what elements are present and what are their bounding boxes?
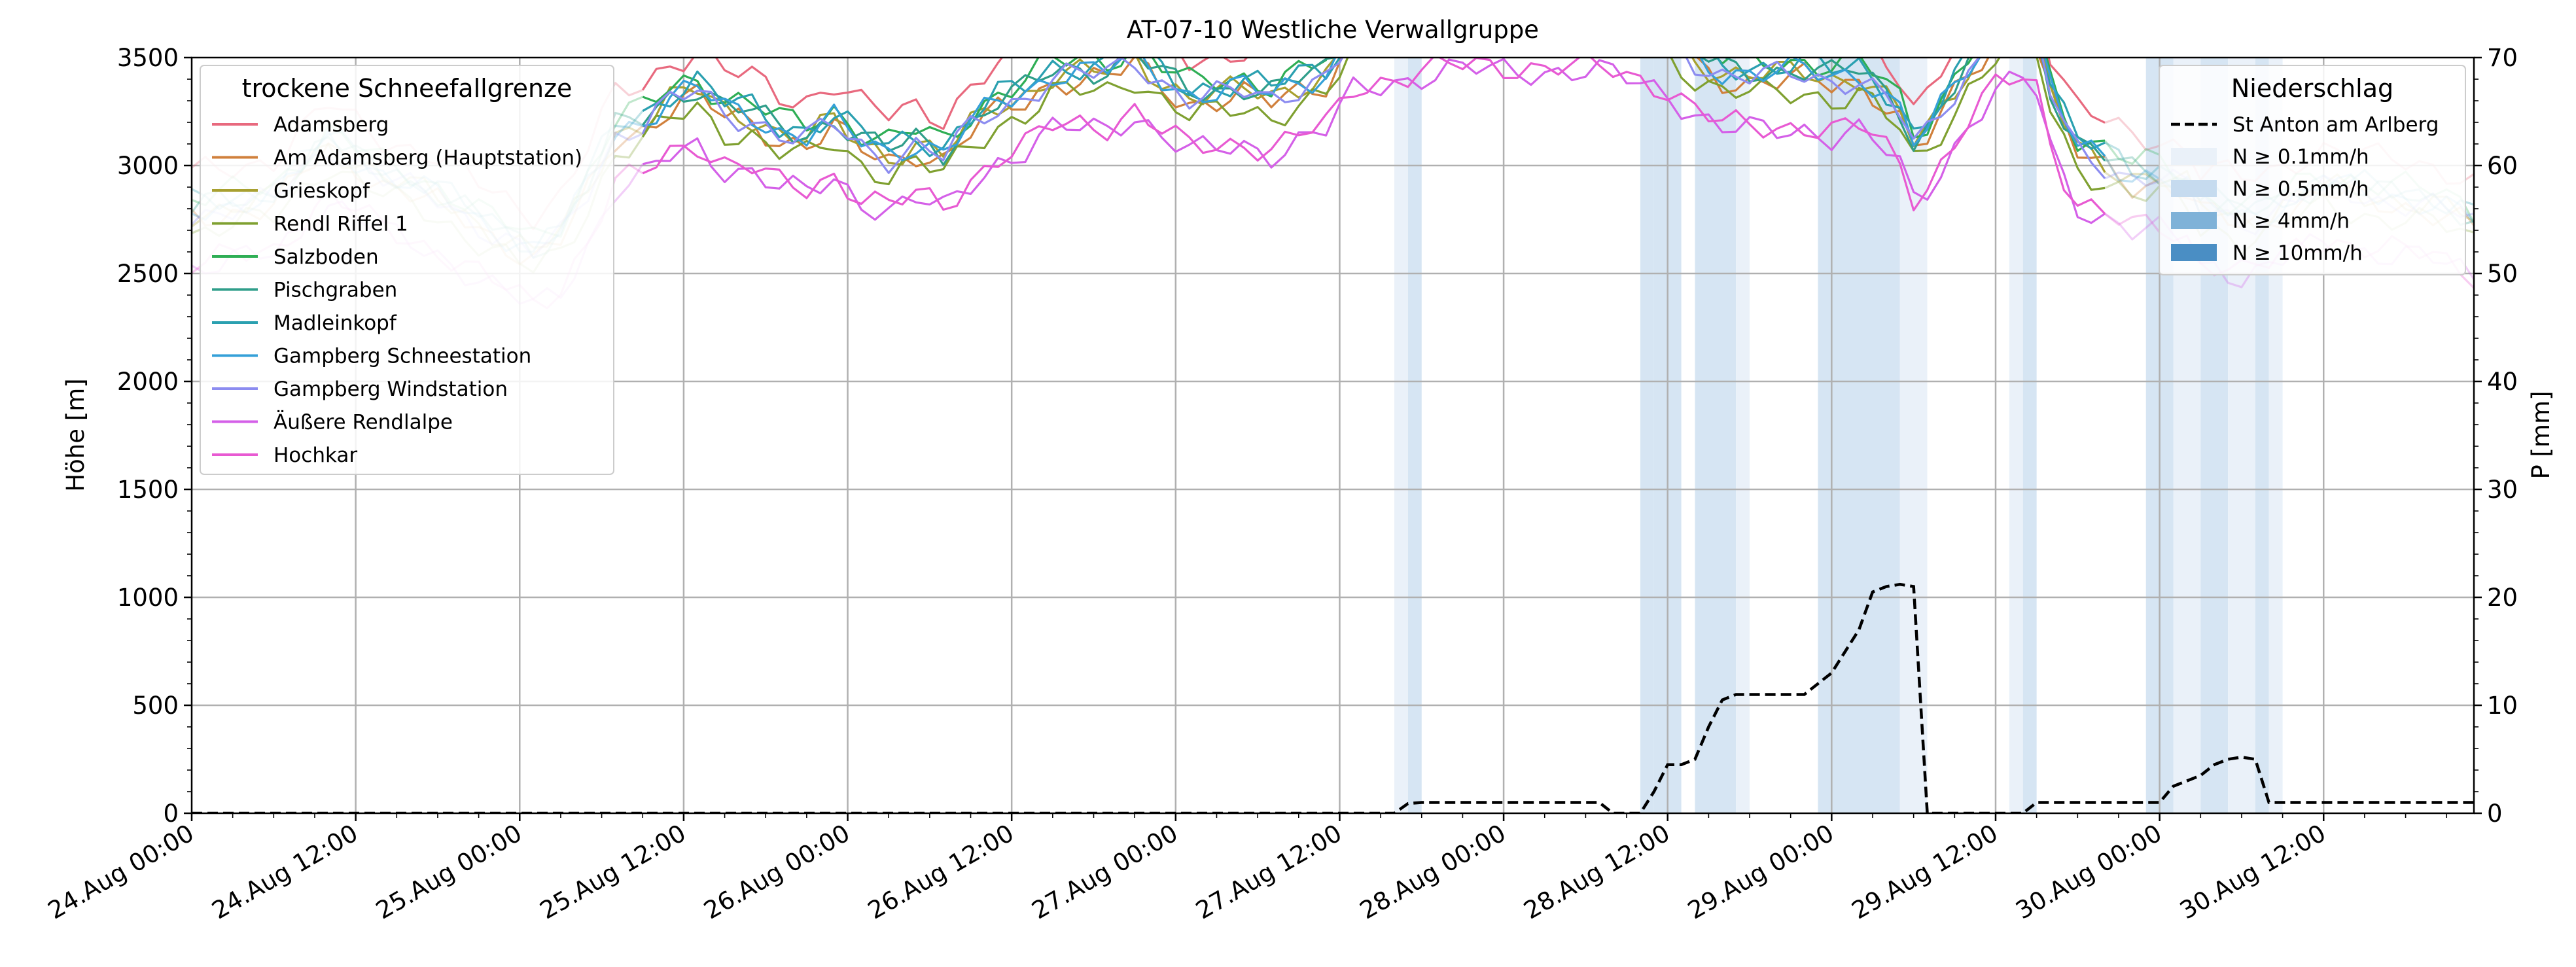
series-line-9-seg-1: [642, 58, 2106, 224]
y-tick-label-0: 0: [163, 800, 179, 828]
precip-band-4: [1695, 58, 1737, 813]
y2-tick-label-0: 0: [2487, 800, 2503, 828]
legend-snowline-label-8: Gampberg Windstation: [273, 378, 508, 401]
series-line-7-seg-1: [642, 58, 2106, 162]
legend-snowline-box: [200, 65, 614, 475]
y-tick-label-2: 1000: [117, 584, 179, 612]
legend-snowline-label-7: Gampberg Schneestation: [273, 345, 531, 368]
legend-band-label-4: N ≥ 10mm/h: [2232, 241, 2363, 265]
y2-axis-label: P [mm]: [2527, 391, 2555, 479]
legend-precip-line-label: St Anton am Arlberg: [2232, 113, 2439, 137]
legend-band-label-2: N ≥ 0.5mm/h: [2232, 177, 2369, 201]
legend-snowline-label-6: Madleinkopf: [273, 311, 397, 335]
series-line-3-seg-1: [641, 58, 2106, 191]
series-line-0-seg-1: [641, 58, 2106, 130]
y-tick-label-5: 2500: [117, 260, 179, 288]
x-tick-label-0: 24.Aug 00:00: [43, 819, 199, 925]
legend-band-label-3: N ≥ 4mm/h: [2232, 209, 2350, 233]
y-tick-label-3: 1500: [117, 476, 179, 504]
x-tick-label-13: 30.Aug 12:00: [2175, 819, 2331, 925]
y-tick-label-4: 2000: [117, 368, 179, 396]
y2-tick-label-6: 60: [2487, 152, 2518, 180]
legend-band-swatch-3: [2171, 212, 2217, 229]
legend-snowline-label-5: Pischgraben: [273, 279, 397, 302]
precip-band-6: [1818, 58, 1900, 813]
x-tick-label-4: 26.Aug 00:00: [699, 819, 855, 925]
series-line-6-seg-1: [642, 58, 2106, 158]
legend-precip-title: Niederschlag: [2231, 74, 2393, 103]
legend-band-label-1: N ≥ 0.1mm/h: [2232, 145, 2369, 169]
x-axis-ticks: 24.Aug 00:00 24.Aug 12:00 25.Aug 00:00 25.A…: [43, 813, 2448, 925]
x-tick-label-3: 25.Aug 12:00: [535, 819, 691, 925]
legend-band-swatch-2: [2171, 180, 2217, 197]
legend-precip-box: [2159, 65, 2466, 275]
x-tick-label-6: 27.Aug 00:00: [1027, 819, 1183, 925]
precip-band-0: [1394, 58, 1408, 813]
y2-tick-label-1: 10: [2487, 692, 2518, 720]
precip-line: [192, 582, 2474, 813]
y-axis-label: Höhe [m]: [62, 378, 90, 491]
plot-frame: [190, 56, 2475, 815]
legend-snowline-label-4: Salzboden: [273, 245, 379, 269]
legend-snowline-label-2: Grieskopf: [273, 179, 370, 203]
precip-band-9: [2022, 58, 2037, 813]
x-tick-label-8: 28.Aug 00:00: [1355, 819, 1511, 925]
x-tick-label-12: 30.Aug 00:00: [2011, 819, 2167, 925]
y2-tick-label-7: 70: [2487, 44, 2518, 72]
precip-band-7: [1899, 58, 1928, 813]
precip-band-1: [1407, 58, 1422, 813]
x-tick-label-11: 29.Aug 12:00: [1847, 819, 2003, 925]
x-tick-label-10: 29.Aug 00:00: [1683, 819, 1839, 925]
legend-snowline-label-3: Rendl Riffel 1: [273, 213, 408, 236]
y2-tick-label-5: 50: [2487, 260, 2518, 288]
legend-snowline-label-10: Hochkar: [273, 444, 357, 467]
legend-precip: Niederschlag St Anton am Arlberg N ≥ 0.1…: [2159, 65, 2466, 275]
y2-tick-label-2: 20: [2487, 584, 2518, 612]
precip-bands: [1394, 58, 2283, 813]
legend-snowline-label-9: Äußere Rendlalpe: [273, 411, 453, 434]
x-tick-label-9: 28.Aug 12:00: [1519, 819, 1675, 925]
precip-band-5: [1736, 58, 1750, 813]
y2-tick-label-3: 30: [2487, 476, 2518, 504]
legend-snowline-label-0: Adamsberg: [273, 113, 389, 137]
precip-band-2: [1640, 58, 1654, 813]
legend-snowline-title: trockene Schneefallgrenze: [242, 74, 573, 103]
x-tick-label-2: 25.Aug 00:00: [371, 819, 527, 925]
legend-band-swatch-4: [2171, 244, 2217, 261]
right-axis-ticks: 0 10 20 30 40 50 60 70: [2474, 44, 2518, 828]
legend-snowline-entries: Adamsberg Am Adamsberg (Hauptstation) Grie…: [212, 113, 582, 467]
chart-title: AT-07-10 Westliche Verwallgruppe: [1127, 16, 1539, 44]
x-tick-label-5: 26.Aug 12:00: [863, 819, 1019, 925]
series-line-8-seg-1: [641, 58, 2106, 179]
y-tick-label-6: 3000: [117, 152, 179, 180]
y-tick-label-1: 500: [132, 692, 179, 720]
legend-snowline-label-1: Am Adamsberg (Hauptstation): [273, 147, 582, 170]
x-tick-label-1: 24.Aug 12:00: [207, 819, 363, 925]
y2-tick-label-4: 40: [2487, 368, 2518, 396]
legend-band-swatch-1: [2171, 148, 2217, 165]
precip-line-layer: [192, 582, 2474, 813]
precip-band-8: [2009, 58, 2023, 813]
y-tick-label-7: 3500: [117, 44, 179, 72]
series-line-10-seg-1: [642, 58, 2106, 215]
legend-snowline: trockene Schneefallgrenze Adamsberg Am Ad…: [200, 65, 614, 475]
left-axis-ticks: 0 500 1000 1500 2000 2500 3000 3500: [117, 44, 192, 828]
x-tick-label-7: 27.Aug 12:00: [1191, 819, 1347, 925]
